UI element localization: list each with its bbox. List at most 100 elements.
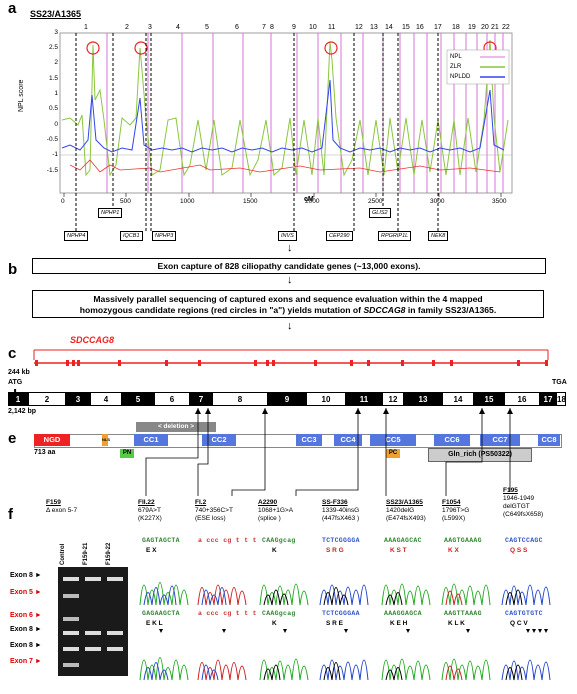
gel-band [63,617,79,621]
gel-row-label: Exon 8 [10,642,33,649]
gel-row-exon8-a: Exon 8 ► [10,572,42,579]
mutation-fi2: FI.2 740+356C>T (ESE loss) [195,499,233,523]
sequencing-line2b: in family SS23/A1365. [405,305,497,315]
chrom-label: 13 [370,24,378,31]
domain-cc4: CC4 [334,434,362,446]
arrow-b-c: ↓ [287,320,293,332]
gene-nphp4: NPHP4 [64,231,89,241]
chrom-label: 11 [328,24,336,31]
mutation-ssf336: SS-F336 1339-40insG (447fsX463 ) [322,499,359,523]
mutation-id: F1054 [442,499,461,506]
mutation-effect: (K227X) [138,515,162,522]
chrom-label: 17 [434,24,442,31]
gel-row-exon5: Exon 5 ► [10,589,42,596]
seq-wt-7: CAGTGTGTC [505,610,543,617]
arrow-a-b: ↓ [287,242,293,254]
legend-npl: NPL [450,54,462,60]
aa-mut-3: K [272,547,277,554]
chrom-label: 1 [84,24,88,31]
exon-9: 9 [268,392,306,406]
gene-nphp1: NPHP1 [98,208,123,218]
legend: NPL ZLR NPLDD [450,52,470,82]
deletion-label: < deletion > [136,422,216,432]
aa-mut-1: E X [146,547,157,554]
panel-label-a: a [8,0,17,17]
y-tick: 0.5 [48,105,58,112]
gel-row-label: Exon 8 [10,572,33,579]
gel-band [107,647,123,651]
gel-row-exon6: Exon 6 ► [10,612,42,619]
mutation-protein: (C649fsX658) [503,511,544,518]
seq-mut-2: a ccc cg t t t [198,537,257,544]
exon-11: 11 [346,392,382,406]
exon-6: 6 [154,392,190,406]
aa-wt-6: K L K [448,620,465,627]
exon-15: 15 [474,392,504,406]
mutation-change: 1796T>G [442,507,470,514]
chrom-label: 18 [452,24,460,31]
y-tick: 3 [54,29,58,36]
domain-cc3: CC3 [296,434,322,446]
gel-row-label: Exon 5 [10,589,33,596]
chrom-label: 4 [176,24,180,31]
aa-wt-5: K E H [390,620,408,627]
linkage-plot [59,32,513,232]
gene-nek8: NEK8 [428,231,449,241]
x-axis-label: cM [304,196,314,203]
exon-7: 7 [190,392,212,406]
gel-row-exon8-b: Exon 8 ► [10,626,42,633]
gel-band [85,577,101,581]
protein-size: 713 aa [34,449,56,456]
mutation-id: FII.22 [138,499,155,506]
tga-label: TGA [552,379,567,386]
exon-14: 14 [442,392,474,406]
y-tick: -1.5 [46,167,58,174]
gene-name-sdccag8: SDCCAG8 [70,335,115,345]
gene-rpgrip1l: RPGRIP1L [378,231,412,241]
gene-cep290: CEP290 [326,231,353,241]
aa-mut-4: S R G [326,547,344,554]
mutation-id: SS-F336 [322,499,348,506]
aa-wt-1: E K L [146,620,163,627]
domain-cc5: CC5 [370,434,416,446]
x-tick: 2000 [305,198,320,205]
sequencing-line2a: homozygous candidate regions (red circle… [79,305,364,315]
chrom-label: 22 [502,24,510,31]
mutation-id: FI.2 [195,499,207,506]
aa-wt-7: Q C V [510,620,528,627]
mutation-ss23: SS23/A1365 1420delG (E474fsX493) [386,499,426,523]
domain-cc6: CC6 [434,434,470,446]
chromatograms [139,582,551,681]
sequencing-line1: Massively parallel sequencing of capture… [93,294,483,304]
chrom-label: 2 [125,24,129,31]
mutation-id: F195 [503,487,518,494]
gel-row-label: Exon 6 [10,612,33,619]
mutation-id: A2290 [258,499,278,506]
sequencing-gene: SDCCAG8 [363,305,406,315]
sequencing-line2: homozygous candidate regions (red circle… [33,305,543,316]
chromosome-labels: 1 2 3 4 5 6 7 8 9 10 11 12 13 14 15 16 1… [0,24,577,34]
panel-label-c: c [8,345,17,362]
exon-1: 1 [8,392,28,406]
mutation-change: 740+356C>T [195,507,233,514]
mutation-effect: (447fsX463 ) [322,515,360,522]
gel-band [63,631,79,635]
protein-map: NGD NLS CC1 CC2 CC3 CC4 CC5 CC6 CC7 CC8 [34,434,562,448]
chrom-label: 6 [235,24,239,31]
domain-cc1: CC1 [134,434,168,446]
chrom-label: 14 [385,24,393,31]
mutation-id: F159 [46,499,61,506]
legend-zlr: ZLR [450,64,462,70]
chrom-label: 20 [481,24,489,31]
seq-wt-1: GAGAAGCTA [142,610,180,617]
aa-wt-3: K [272,620,277,627]
mutation-change: 1420delG [386,507,415,514]
x-tick: 3000 [430,198,445,205]
gel-band [63,663,79,667]
domain-pn: PN [120,449,134,458]
seq-mut-6: AAGTGAAAG [444,537,482,544]
exon-3: 3 [66,392,90,406]
gel-image [58,567,128,676]
exon-12: 12 [382,392,404,406]
seq-wt-5: AAAGGAGCA [384,610,422,617]
